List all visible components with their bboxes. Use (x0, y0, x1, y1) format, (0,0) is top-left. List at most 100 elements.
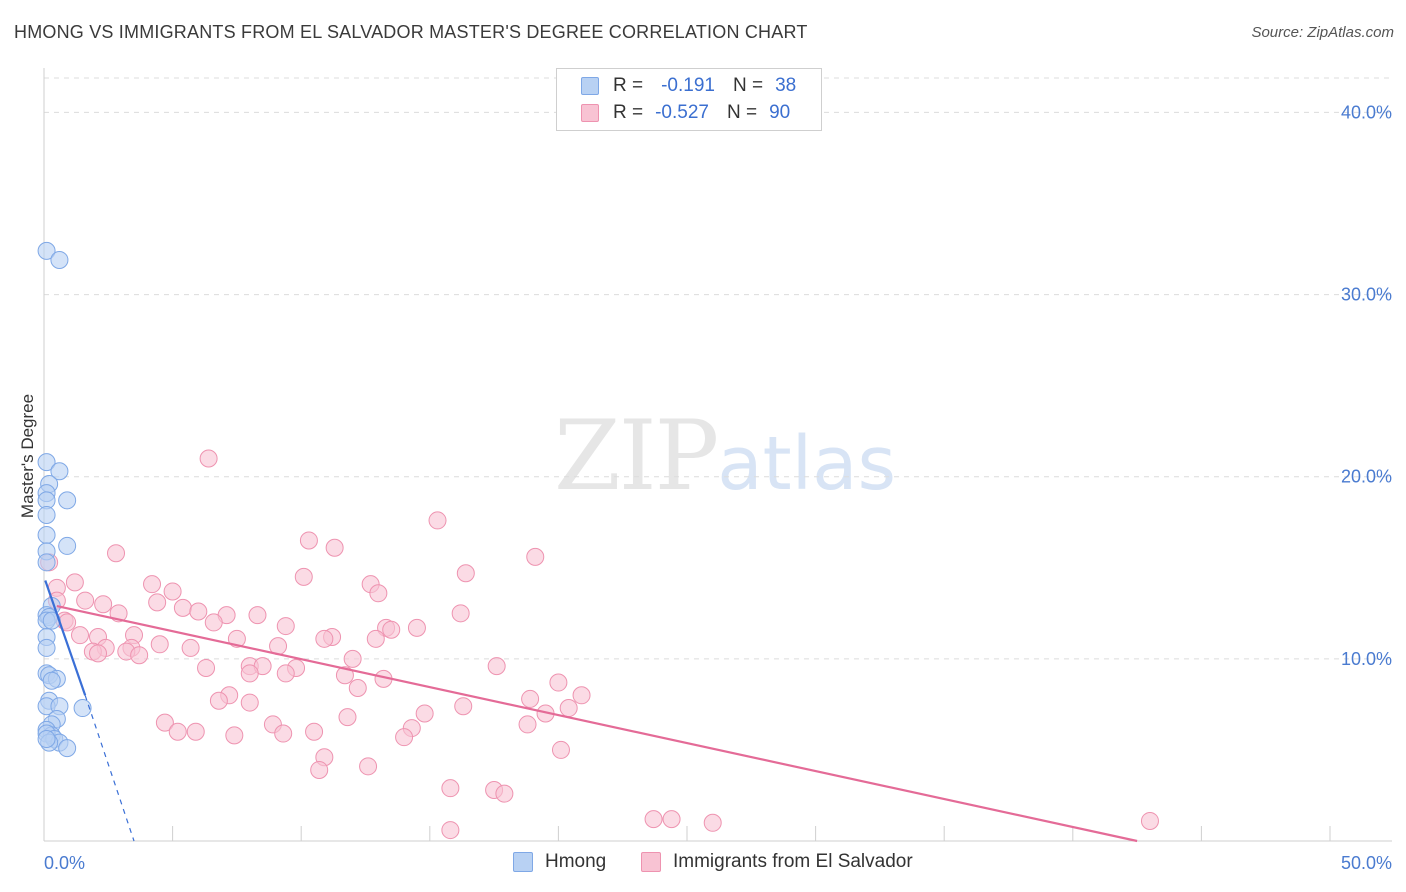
elsalvador-point (521, 689, 540, 708)
hmong-point (50, 462, 69, 481)
legend-r-value: -0.191 (661, 75, 715, 96)
elsalvador-point (181, 638, 200, 657)
chart-title: HMONG VS IMMIGRANTS FROM EL SALVADOR MAS… (14, 22, 808, 42)
elsalvador-point (248, 606, 267, 625)
elsalvador-point (71, 626, 90, 645)
elsalvador-point (65, 573, 84, 592)
elsalvador-point (559, 699, 578, 718)
elsalvador-point (240, 664, 259, 683)
axes (43, 68, 1392, 842)
y-tick-label: 30.0% (1341, 285, 1392, 305)
hmong-point (37, 241, 56, 260)
bottom-legend-elsalvador: Immigrants from El Salvador (641, 851, 913, 873)
elsalvador-point (495, 784, 514, 803)
x-tick-label: 50.0% (1341, 853, 1392, 873)
hmong-trend-extension (84, 695, 135, 842)
elsalvador-point (294, 567, 313, 586)
bottom-swatch-hmong (513, 852, 533, 872)
hmong-point (37, 526, 56, 544)
elsalvador-point (197, 658, 216, 677)
elsalvador-point (209, 691, 228, 710)
elsalvador-point (173, 598, 192, 617)
elsalvador-point (382, 620, 401, 639)
y-tick-label: 20.0% (1341, 467, 1392, 487)
elsalvador-point (451, 604, 470, 623)
elsalvador-point (276, 664, 295, 683)
elsalvador-point (325, 538, 344, 557)
elsalvador-point (107, 544, 126, 563)
elsalvador-point (415, 704, 434, 723)
elsalvador-point (76, 591, 95, 610)
legend-n-value: 90 (769, 102, 791, 123)
elsalvador-point (441, 821, 460, 840)
elsalvador-point (1140, 811, 1159, 830)
elsalvador-point (240, 693, 259, 712)
elsalvador-point (487, 657, 506, 676)
elsalvador-point (148, 593, 167, 612)
elsalvador-point (225, 726, 244, 745)
elsalvador-point (572, 686, 591, 705)
hmong-point (58, 536, 77, 555)
hmong-point (58, 739, 77, 758)
elsalvador-point (395, 728, 414, 747)
bottom-legend-elsalvador-label: Immigrants from El Salvador (673, 851, 913, 872)
elsalvador-point (366, 629, 385, 648)
hmong-point (50, 250, 69, 269)
watermark-atlas: atlas (717, 421, 897, 507)
y-tick-label: 40.0% (1341, 102, 1392, 122)
elsalvador-point (456, 564, 475, 583)
elsalvador-trend-line (56, 604, 1138, 843)
elsalvador-point (274, 724, 293, 743)
elsalvador-point (644, 810, 663, 829)
legend-r-label: R = (613, 75, 644, 96)
elsalvador-point (186, 722, 205, 741)
elsalvador-point (428, 511, 447, 530)
tick-labels: 10.0% 20.0% 30.0% 40.0% 0.0% 50.0% Master's De… (18, 102, 1392, 873)
hmong-point (42, 671, 61, 690)
legend-n-label: N = (732, 75, 764, 96)
elsalvador-point (703, 813, 722, 832)
elsalvador-point (343, 649, 362, 668)
elsalvador-point (204, 613, 223, 632)
hmong-point (37, 553, 56, 572)
elsalvador-point (549, 673, 568, 692)
source-label: Source: ZipAtlas.com (1251, 24, 1394, 41)
bottom-legend-hmong: Hmong (513, 851, 606, 873)
legend-r-label: R = (613, 102, 644, 123)
correlation-legend: R = -0.191 N = 38 R = -0.527 N = 90 (556, 68, 822, 131)
legend-r-value: -0.527 (655, 102, 709, 123)
data-points (37, 241, 1159, 840)
elsalvador-point (338, 708, 357, 727)
hmong-point (73, 699, 92, 718)
elsalvador-point (551, 740, 570, 759)
elsalvador-point (662, 810, 681, 829)
bottom-swatch-elsalvador (641, 852, 661, 872)
hmong-point (37, 730, 56, 748)
hmong-point (37, 453, 56, 472)
elsalvador-point (369, 584, 388, 603)
legend-n-label: N = (726, 102, 758, 123)
grid-lines (44, 77, 1392, 660)
elsalvador-point (150, 635, 169, 654)
watermark: ZIPatlas (554, 400, 896, 512)
elsalvador-point (89, 644, 108, 663)
elsalvador-point (94, 595, 113, 614)
elsalvador-point (526, 547, 545, 566)
elsalvador-point (163, 582, 182, 601)
elsalvador-point (305, 722, 324, 741)
elsalvador-point (335, 666, 354, 685)
elsalvador-point (359, 757, 378, 776)
x-tick-label: 0.0% (44, 853, 85, 873)
legend-row-hmong: R = -0.191 N = 38 (581, 73, 796, 99)
elsalvador-point (143, 575, 162, 594)
bottom-legend-hmong-label: Hmong (545, 851, 607, 872)
elsalvador-point (227, 629, 246, 648)
watermark-zip: ZIP (554, 400, 719, 512)
elsalvador-point (454, 697, 473, 716)
elsalvador-point (168, 722, 187, 741)
trend-lines (44, 580, 1138, 843)
elsalvador-point (315, 629, 334, 648)
elsalvador-point (441, 779, 460, 798)
y-tick-label: 10.0% (1341, 649, 1392, 669)
